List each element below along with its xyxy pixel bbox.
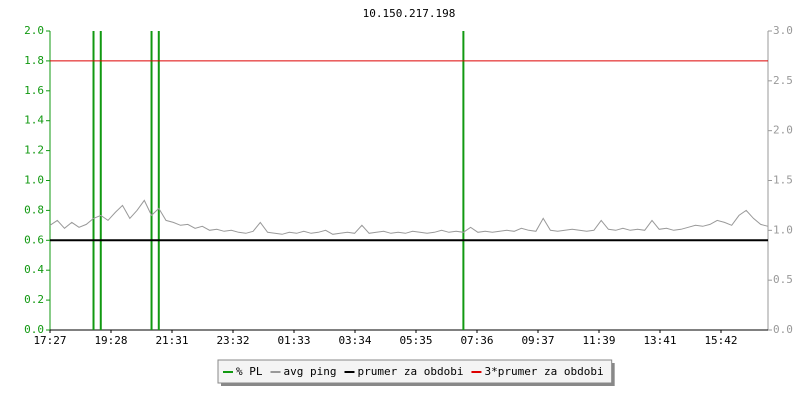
y2-tick-label: 1.0 (773, 223, 793, 236)
x-tick-label: 17:27 (33, 334, 66, 347)
y2-tick-label: 1.5 (773, 174, 793, 187)
y2-tick-label: 2.0 (773, 124, 793, 137)
y2-tick-label: 0.5 (773, 273, 793, 286)
y-tick-label: 0.4 (24, 263, 44, 276)
x-tick-label: 15:42 (704, 334, 737, 347)
y2-tick-label: 3.0 (773, 24, 793, 37)
legend-box (217, 359, 613, 384)
x-tick-label: 13:41 (643, 334, 676, 347)
ping-line (49, 199, 769, 235)
legend-label: 3*prumer za obdobi (484, 365, 603, 378)
legend-label: % PL (236, 365, 263, 378)
y-tick-label: 1.4 (24, 114, 44, 127)
legend-label: prumer za obdobi (357, 365, 463, 378)
x-tick-label: 01:33 (277, 334, 310, 347)
x-tick-label: 07:36 (460, 334, 493, 347)
y2-tick-label: 0.0 (773, 323, 793, 336)
y-tick-label: 1.8 (24, 54, 44, 67)
x-tick-label: 21:31 (155, 334, 188, 347)
x-tick-label: 11:39 (582, 334, 615, 347)
x-tick-label: 05:35 (399, 334, 432, 347)
y-tick-label: 1.2 (24, 144, 44, 157)
x-tick-label: 23:32 (216, 334, 249, 347)
y-tick-label: 1.0 (24, 174, 44, 187)
y-tick-label: 2.0 (24, 24, 44, 37)
y-tick-label: 0.6 (24, 233, 44, 246)
y-tick-label: 0.8 (24, 203, 44, 216)
legend: % PL avg ping prumer za obdobi 3*prumer za … (217, 359, 615, 386)
x-tick-label: 03:34 (338, 334, 371, 347)
y2-tick-label: 2.5 (773, 74, 793, 87)
y-tick-label: 0.2 (24, 293, 44, 306)
chart-title: 10.150.217.198 (363, 7, 456, 20)
y-tick-label: 0.0 (24, 323, 44, 336)
y-tick-label: 1.6 (24, 84, 44, 97)
x-tick-label: 19:28 (94, 334, 127, 347)
x-tick-label: 09:37 (521, 334, 554, 347)
legend-label: avg ping (284, 365, 337, 378)
